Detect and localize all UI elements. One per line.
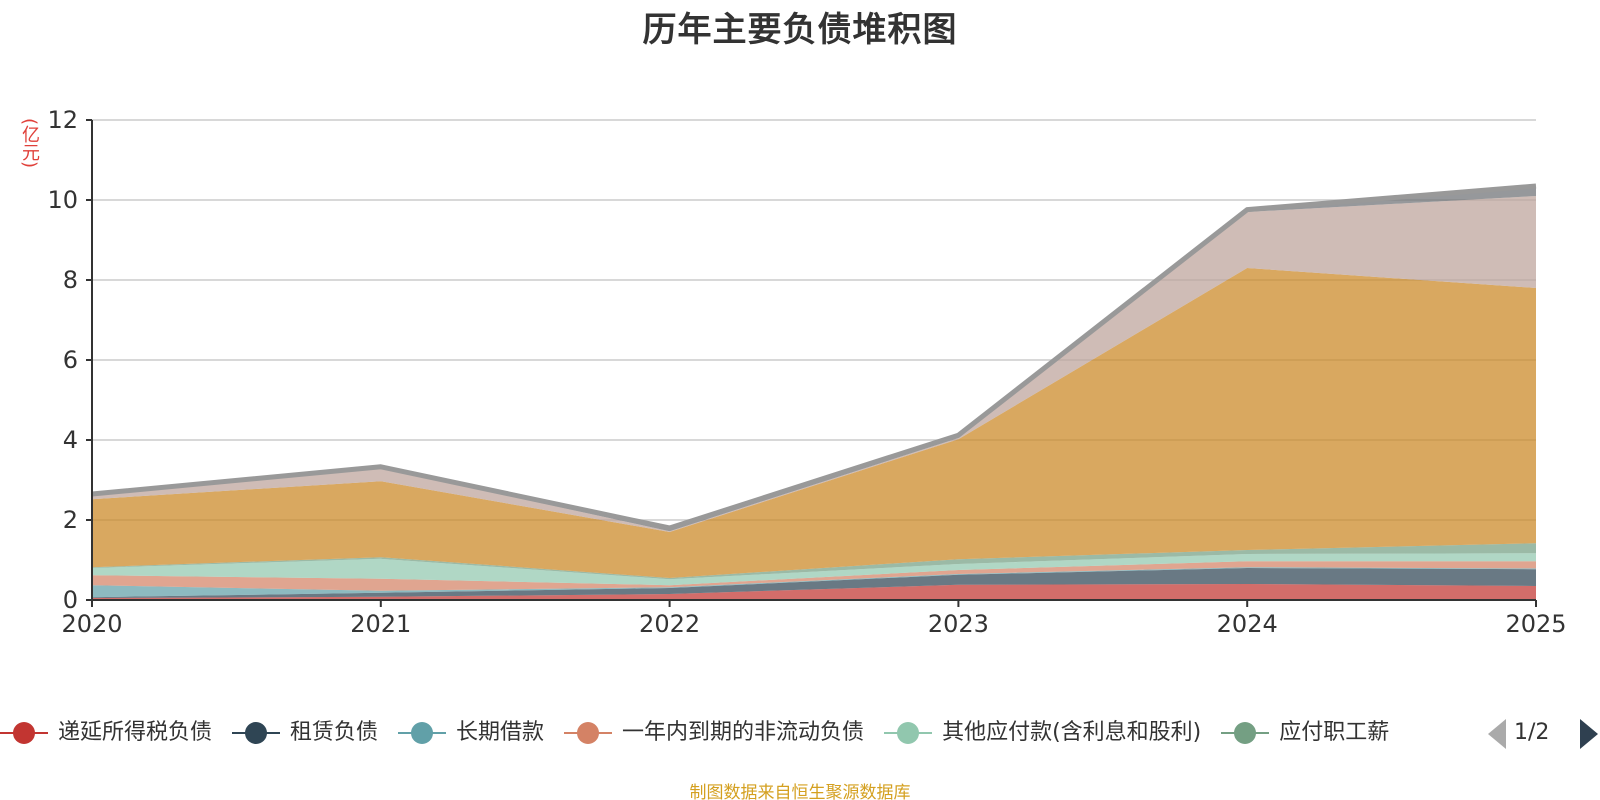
x-tick-label: 2022: [639, 610, 700, 638]
legend-circle-icon: [897, 722, 920, 744]
x-tick-label: 2023: [928, 610, 989, 638]
data-source-note: 制图数据来自恒生聚源数据库: [689, 783, 911, 800]
area-series-4: [92, 553, 1536, 586]
x-tick-label: 2021: [350, 610, 411, 638]
y-tick-label: 6: [63, 346, 78, 374]
y-tick-label: 12: [47, 106, 78, 134]
area-series-6: [92, 268, 1536, 578]
area-series-7: [92, 196, 1536, 532]
x-tick-label: 2020: [61, 610, 122, 638]
legend-item[interactable]: 应付职工薪: [1221, 715, 1389, 751]
legend-circle-icon: [13, 722, 35, 744]
x-tick-label: 2024: [1217, 610, 1278, 638]
total-outline-line: [91, 183, 1537, 531]
legend-item[interactable]: 一年内到期的非流动负债: [564, 715, 864, 751]
y-tick-label: 8: [63, 266, 78, 294]
legend: 递延所得税负债 租赁负债 长期借款 一年内到期的非流动负债 其他应付款(含利息和股利) 应…: [0, 715, 1480, 751]
x-tick-label: 2025: [1505, 610, 1566, 638]
area-series-3: [92, 561, 1536, 591]
legend-item[interactable]: 递延所得税负债: [0, 715, 212, 751]
legend-label: 租赁负债: [290, 720, 379, 745]
legend-label: 递延所得税负债: [58, 720, 213, 745]
y-tick-label: 0: [63, 586, 78, 614]
legend-item[interactable]: 租赁负债: [232, 715, 378, 751]
y-axis-unit-label: (亿元): [19, 118, 40, 169]
legend-label: 长期借款: [456, 720, 545, 745]
area-series-1: [92, 568, 1536, 598]
legend-label: 其他应付款(含利息和股利): [942, 720, 1202, 745]
legend-page-indicator: 1/2: [1514, 720, 1550, 745]
area-series-0: [92, 584, 1536, 600]
area-series-5: [92, 543, 1536, 580]
legend-circle-icon: [577, 722, 600, 744]
area-series-2: [92, 567, 1536, 598]
chart-title: 历年主要负债堆积图: [642, 10, 958, 50]
legend-circle-icon: [245, 722, 268, 744]
y-tick-label: 10: [47, 186, 78, 214]
legend-item[interactable]: 长期借款: [398, 715, 544, 751]
legend-prev-page-button[interactable]: [1488, 719, 1506, 749]
legend-circle-icon: [411, 722, 434, 744]
legend-label: 一年内到期的非流动负债: [622, 720, 865, 745]
y-tick-label: 2: [63, 506, 78, 534]
legend-pager: 1/2: [1488, 716, 1600, 750]
legend-circle-icon: [1234, 722, 1257, 744]
legend-label: 应付职工薪: [1279, 720, 1390, 745]
legend-next-page-button[interactable]: [1580, 719, 1598, 749]
legend-item[interactable]: 其他应付款(含利息和股利): [884, 715, 1201, 751]
y-tick-label: 4: [63, 426, 78, 454]
